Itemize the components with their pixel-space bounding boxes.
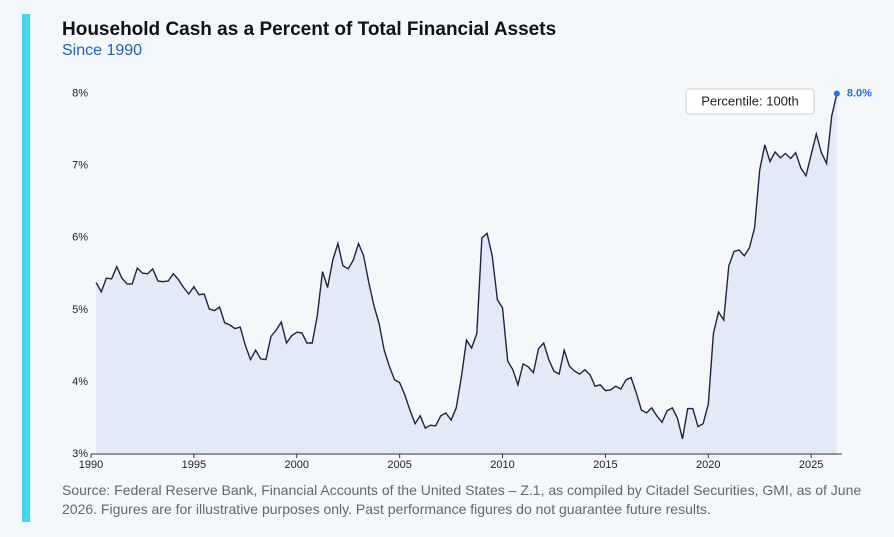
x-tick-label: 1995 (182, 459, 206, 471)
x-tick-label: 2000 (285, 459, 309, 471)
annotation: Percentile: 100th (701, 93, 799, 108)
highlight-label: 8.0% (847, 88, 872, 100)
line (95, 93, 838, 440)
x-tick-label: 2025 (799, 459, 823, 471)
y-tick-label: 8% (72, 88, 88, 100)
y-tick-label: 3% (72, 448, 88, 460)
area (96, 93, 837, 454)
y-tick-label: 5% (72, 304, 88, 316)
source-note: Source: Federal Reserve Bank, Financial … (62, 482, 862, 517)
accent-bar (22, 14, 30, 522)
x-tick-label: 2020 (696, 459, 720, 471)
annotation-box (685, 88, 815, 115)
x-tick-label: 2005 (387, 459, 411, 471)
x-tick-label: 1990 (79, 459, 103, 471)
x-tick-label: 2015 (593, 459, 617, 471)
chart-title: Household Cash as a Percent of Total Fin… (62, 19, 557, 40)
y-tick-label: 7% (72, 160, 88, 172)
highlight-dot (833, 90, 840, 97)
y-tick-label: 4% (72, 376, 88, 388)
y-tick-label: 6% (72, 232, 88, 244)
chart-subtitle: Since 1990 (62, 42, 143, 59)
x-tick-label: 2010 (490, 459, 514, 471)
